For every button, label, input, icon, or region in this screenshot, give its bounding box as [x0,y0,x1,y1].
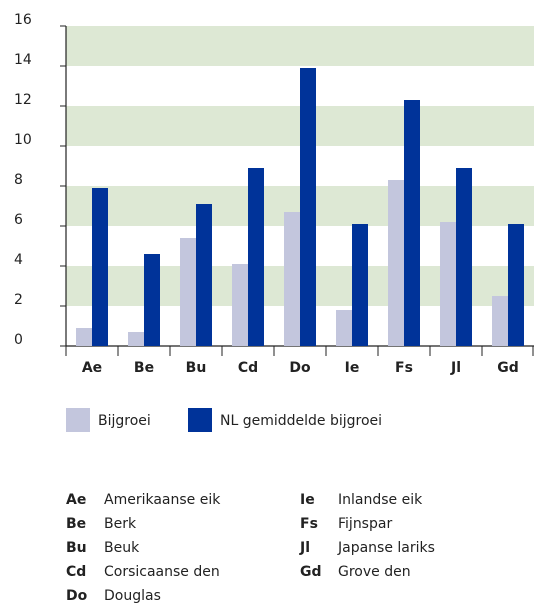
y-tick-label: 16 [14,12,32,28]
key-abbr: Ie [300,492,315,508]
key-name: Amerikaanse eik [104,492,221,508]
key-name: Corsicaanse den [104,564,220,580]
legend-label: NL gemiddelde bijgroei [220,413,382,429]
bar [180,238,196,346]
y-tick-label: 10 [14,132,32,148]
x-tick-label: Ie [345,360,360,376]
legend-label: Bijgroei [98,413,151,429]
x-tick-label: Do [289,360,311,376]
key-abbr: Do [66,588,88,604]
bar [248,168,264,346]
bar [128,332,144,346]
y-tick-label: 0 [14,332,23,348]
y-tick-label: 4 [14,252,23,268]
key-abbr: Be [66,516,86,532]
bar [300,68,316,346]
key-name: Grove den [338,564,411,580]
key-name: Japanse lariks [337,540,435,556]
bar [456,168,472,346]
legend-swatch [188,408,212,432]
y-tick-label: 8 [14,172,23,188]
x-tick-label: Gd [497,360,519,376]
bar [336,310,352,346]
y-tick-label: 12 [14,92,32,108]
x-tick-label: Cd [238,360,258,376]
key-abbr: Cd [66,564,86,580]
x-tick-label: Fs [395,360,413,376]
bar [92,188,108,346]
legend-swatch [66,408,90,432]
y-tick-label: 6 [14,212,23,228]
key-name: Douglas [104,588,161,604]
bar [284,212,300,346]
x-tick-label: Ae [82,360,102,376]
key-name: Berk [104,516,137,532]
bar [232,264,248,346]
key-name: Beuk [104,540,140,556]
bar [352,224,368,346]
bar [388,180,404,346]
bar [492,296,508,346]
key-abbr: Gd [300,564,322,580]
y-tick-label: 2 [14,292,23,308]
x-tick-label: Jl [450,360,461,376]
key-abbr: Ae [66,492,86,508]
key-name: Fijnspar [338,516,392,532]
key-abbr: Jl [299,540,310,556]
grid-band [66,26,534,66]
y-tick-label: 14 [14,52,32,68]
bar [144,254,160,346]
key-abbr: Bu [66,540,87,556]
bar [440,222,456,346]
bar [76,328,92,346]
x-tick-label: Bu [186,360,207,376]
bar [196,204,212,346]
bar [508,224,524,346]
key-name: Inlandse eik [338,492,423,508]
key-abbr: Fs [300,516,318,532]
bar [404,100,420,346]
x-tick-label: Be [134,360,154,376]
